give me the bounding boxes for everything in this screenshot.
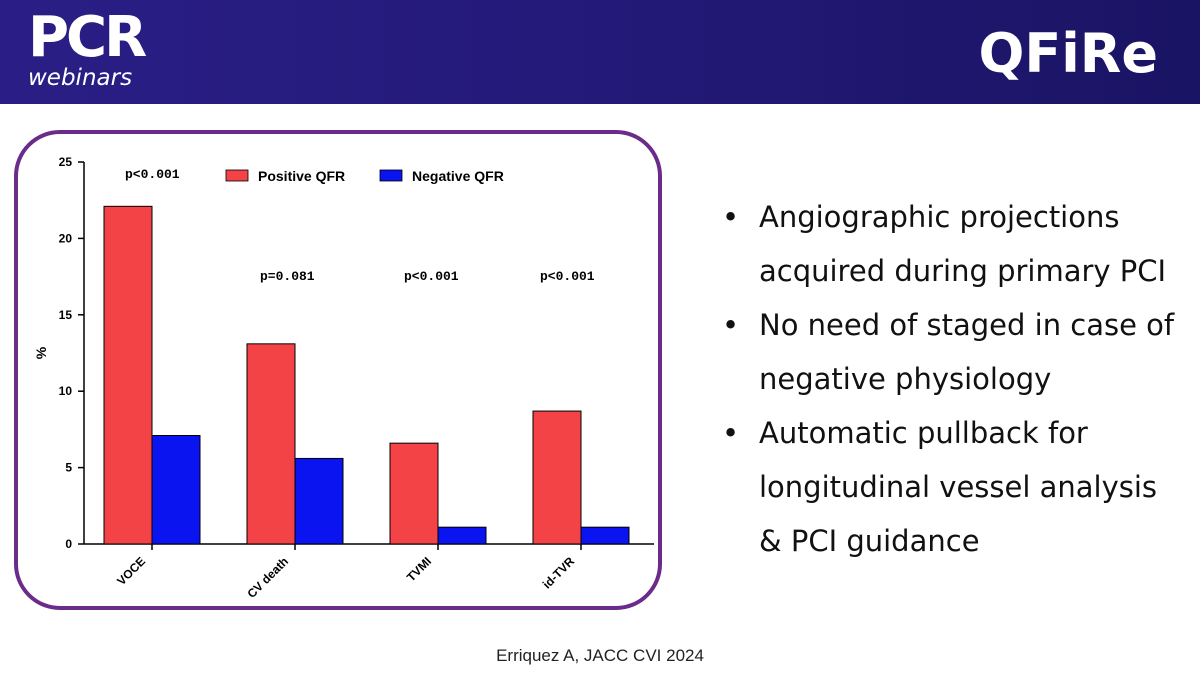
y-tick-label: 0 — [65, 537, 72, 551]
pcr-logo: PCR — [28, 5, 147, 70]
y-tick-label: 15 — [59, 308, 73, 322]
p-value-label: p=0.081 — [260, 269, 315, 284]
x-tick-label: TVMI — [404, 554, 434, 584]
bar-positive-qfr — [389, 442, 439, 545]
x-tick-label: id-TVR — [540, 554, 577, 591]
bar-chart: 0 5 10 15 20 25% VOCE CV death TVMI id-TVR p<0.001… — [33, 155, 654, 601]
legend-label: Negative QFR — [412, 168, 504, 184]
bullet-list: Angiographic projections acquired during… — [722, 190, 1182, 568]
bullet-item: No need of staged in case of negative ph… — [722, 298, 1182, 406]
legend-swatch — [379, 169, 403, 182]
y-tick-label: 25 — [59, 155, 73, 169]
legend-swatch — [225, 169, 249, 182]
bullet-item: Automatic pullback for longitudinal vess… — [722, 406, 1182, 568]
legend-label: Positive QFR — [258, 168, 345, 184]
p-value-label: p<0.001 — [404, 269, 459, 284]
bar-negative-qfr — [294, 457, 344, 545]
y-axis-label: % — [33, 346, 49, 359]
citation: Erriquez A, JACC CVI 2024 — [496, 646, 704, 665]
y-tick-label: 20 — [59, 231, 73, 245]
chart-frame: 0 5 10 15 20 25% VOCE CV death TVMI id-TVR p<0.001… — [14, 130, 662, 610]
y-tick-label: 5 — [65, 461, 72, 475]
y-tick-label: 10 — [59, 384, 73, 398]
header-banner: PCR webinars QFiRe — [0, 0, 1200, 104]
bar-negative-qfr — [151, 435, 201, 545]
webinars-logo-text: webinars — [28, 65, 133, 91]
bar-positive-qfr — [532, 410, 582, 545]
p-value-label: p<0.001 — [125, 167, 180, 182]
bar-positive-qfr — [103, 205, 153, 545]
bullet-item: Angiographic projections acquired during… — [722, 190, 1182, 298]
bar-negative-qfr — [580, 526, 630, 545]
bar-negative-qfr — [437, 526, 487, 545]
bar-positive-qfr — [246, 343, 296, 545]
p-value-label: p<0.001 — [540, 269, 595, 284]
x-tick-label: VOCE — [114, 554, 148, 588]
x-tick-label: CV death — [244, 554, 291, 601]
slide-title: QFiRe — [978, 22, 1158, 85]
